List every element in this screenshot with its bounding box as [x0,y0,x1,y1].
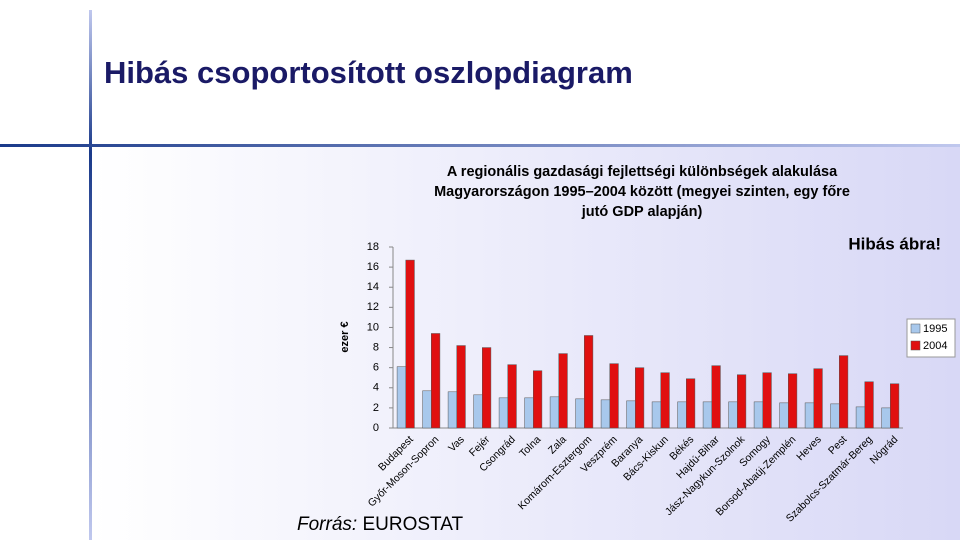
bar [456,345,466,429]
bar [524,397,534,429]
y-axis-label: ezer € [339,321,351,352]
y-tick-label: 12 [367,301,379,313]
chart-title: Magyarországon 1995–2004 között (megyei … [434,184,850,200]
chart-title: jutó GDP alapján) [581,204,703,220]
bar [626,400,636,429]
bar [890,383,900,429]
bar [651,401,662,429]
bar [558,353,568,429]
bar [447,391,457,429]
bar [779,402,789,429]
y-tick-label: 18 [367,241,379,253]
legend-swatch [910,340,921,351]
y-tick-label: 6 [373,362,379,374]
bar [533,370,543,429]
bar [482,347,492,429]
bar [839,355,849,429]
bar [405,259,415,429]
bar [584,335,594,429]
slide-title: Hibás csoportosított oszlopdiagram [104,55,633,90]
decor-line [89,10,92,540]
bar [830,403,840,429]
bar [635,367,645,429]
bar [507,364,517,429]
y-tick-label: 14 [367,281,379,293]
bar [881,407,891,429]
bar [660,372,670,429]
bar [711,365,721,429]
y-tick-label: 8 [373,341,379,353]
bar [549,396,560,429]
bar [431,333,441,429]
bar [473,394,483,429]
bar [609,363,619,429]
bar [422,390,432,429]
bar [600,399,611,429]
decor-line [0,144,960,147]
y-tick-label: 16 [367,261,379,273]
y-tick-label: 2 [373,402,379,414]
bar [864,381,874,429]
source: Forrás: EUROSTAT [297,514,463,535]
y-tick-label: 4 [373,382,379,394]
bar [737,374,747,429]
source-label: Forrás: [297,514,357,535]
legend-swatch [910,323,921,334]
source-text: EUROSTAT [362,514,463,535]
bar [753,401,764,429]
legend-label: 1995 [923,323,947,335]
y-tick-label: 10 [367,321,379,333]
bar [498,397,508,429]
bar [728,401,738,429]
bar [702,401,713,429]
bar [686,378,696,429]
bar [788,373,798,429]
bar [762,372,772,429]
legend-label: 2004 [923,340,947,352]
bar [804,402,815,429]
chart-title: A regionális gazdasági fejlettségi külön… [447,164,838,180]
bar [575,398,585,429]
bar [396,366,406,429]
annotation: Hibás ábra! [848,234,941,253]
y-tick-label: 0 [373,422,379,434]
chart-background [92,146,960,540]
bar [813,368,823,429]
bar [677,401,687,429]
bar [855,406,866,429]
